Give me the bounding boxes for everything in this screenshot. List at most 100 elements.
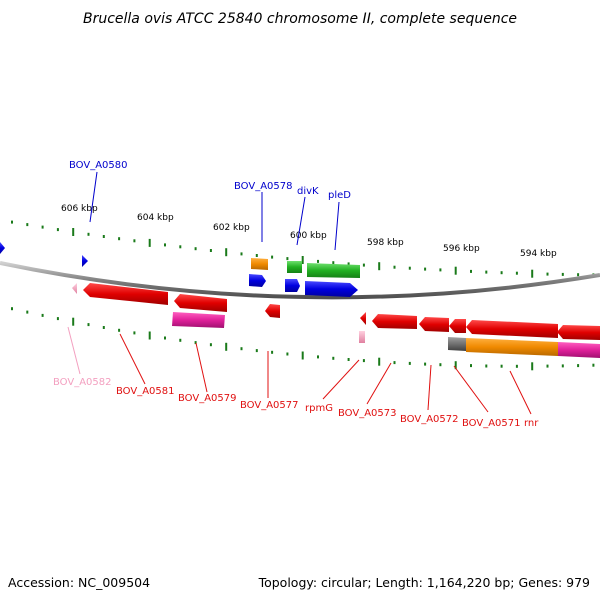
inner-scale-tick [347,358,350,361]
outer-scale-tick [41,225,44,229]
inner-scale-tick [393,361,396,365]
outer-scale-tick [393,265,396,269]
inner-scale-tick [225,342,228,351]
label-divk[interactable]: divK [297,186,319,197]
gene-bov-a0571-cds[interactable] [466,338,558,356]
label-bov-a0578[interactable]: BOV_A0578 [234,181,293,192]
gene-rpmg-rna[interactable] [359,331,365,343]
inner-scale-tick [546,364,549,368]
gene-bov-a0578-cds[interactable] [251,258,268,270]
label-bov-a0571[interactable]: BOV_A0571 [462,418,521,429]
scale-ticks-inner [11,307,595,371]
inner-scale-tick [378,357,381,366]
inner-scale-tick [439,363,442,367]
outer-scale-tick [332,261,335,265]
leader-bov-a0579 [195,342,208,393]
inner-scale-tick [424,362,427,366]
outer-scale-tick [531,269,534,278]
label-bov-a0581[interactable]: BOV_A0581 [116,386,175,397]
label-pled[interactable]: pleD [328,190,351,201]
outer-scale-tick [118,237,121,241]
reverse-gene-labels: BOV_A0582 BOV_A0581 BOV_A0579 BOV_A0577 … [53,326,539,429]
label-rnr[interactable]: rnr [524,418,539,429]
leader-rnr [509,370,532,415]
scale-label-604: 604 kbp [137,213,174,223]
leader-bov-a0580 [89,171,98,223]
inner-scale-tick [164,336,166,340]
inner-scale-tick [531,362,534,371]
inner-scale-tick [592,363,595,367]
leader-bov-a0573 [366,362,392,405]
inner-scale-tick [148,331,151,340]
outer-scale-tick [72,228,75,236]
gene-forward-left-edge[interactable] [0,242,5,254]
gene-rpmg[interactable] [360,312,366,325]
outer-scale-tick [225,248,228,257]
gene-bov-a0579[interactable] [174,294,227,312]
gene-bov-a0573[interactable] [372,314,417,329]
label-bov-a0582[interactable]: BOV_A0582 [53,377,112,388]
outer-scale-tick [240,252,243,256]
leader-bov-a0582 [67,326,81,375]
inner-scale-tick [362,359,365,363]
inner-scale-tick [332,356,335,360]
outer-scale-tick [362,263,365,267]
label-bov-a0579[interactable]: BOV_A0579 [178,393,237,404]
outer-scale-tick [148,238,151,247]
label-bov-a0572[interactable]: BOV_A0572 [400,414,459,425]
scale-label-596: 596 kbp [443,244,480,254]
label-rpmg[interactable]: rpmG [305,403,333,414]
gene-rnr-cds[interactable] [558,342,600,358]
inner-scale-tick [271,350,274,354]
gene-bov-a0571-a[interactable] [449,319,466,333]
leader-bov-a0571 [453,365,489,413]
gene-bov-a0577[interactable] [265,304,280,318]
gene-bov-a0580[interactable] [82,255,88,267]
scale-ticks-outer [11,220,595,278]
outer-scale-tick [133,239,136,243]
inner-scale-tick [561,364,564,368]
gene-bov-a0571-b[interactable] [466,320,558,338]
forward-gene-labels: BOV_A0580 BOV_A0578 divK pleD [69,160,351,251]
gene-divk[interactable] [285,279,300,292]
inner-scale-tick [87,323,90,327]
gene-bov-a0582[interactable] [72,283,77,294]
inner-scale-tick [133,331,136,335]
outer-scale-tick [87,232,90,236]
inner-scale-tick [209,343,212,347]
inner-scale-tick [500,364,503,368]
inner-scale-tick [179,338,182,342]
inner-scale-tick [454,361,457,370]
outer-scale-tick [209,249,212,252]
outer-scale-tick [347,262,350,266]
outer-scale-tick [424,267,427,271]
label-bov-a0573[interactable]: BOV_A0573 [338,408,397,419]
gene-rnr[interactable] [557,325,600,340]
inner-scale-tick [118,328,121,332]
label-bov-a0577[interactable]: BOV_A0577 [240,400,299,411]
gene-bov-a0579-cds[interactable] [172,312,225,328]
scale-label-600: 600 kbp [290,231,327,241]
gene-bov-a0578[interactable] [249,274,266,287]
outer-scale-tick [378,262,381,271]
inner-scale-tick [255,349,258,353]
leader-bov-a0581 [119,333,146,385]
scale-label-594: 594 kbp [520,249,557,259]
outer-scale-tick [301,256,304,264]
forward-genes [0,242,360,297]
inner-scale-tick [72,317,75,326]
label-bov-a0580[interactable]: BOV_A0580 [69,160,128,171]
gene-bov-a0572[interactable] [419,317,449,332]
leader-rpmg [322,359,360,400]
gene-bov-a0571-gray[interactable] [448,337,466,351]
leader-pled [334,201,340,251]
outer-scale-tick [485,270,488,274]
gene-pled-cds[interactable] [307,263,360,278]
outer-scale-tick [255,254,258,257]
gene-pled[interactable] [305,281,358,297]
outer-scale-tick [577,273,580,277]
inner-scale-tick [102,326,105,329]
gene-divk-cds[interactable] [287,261,302,273]
gene-bov-a0581[interactable] [83,283,168,305]
outer-scale-tick [56,228,59,232]
